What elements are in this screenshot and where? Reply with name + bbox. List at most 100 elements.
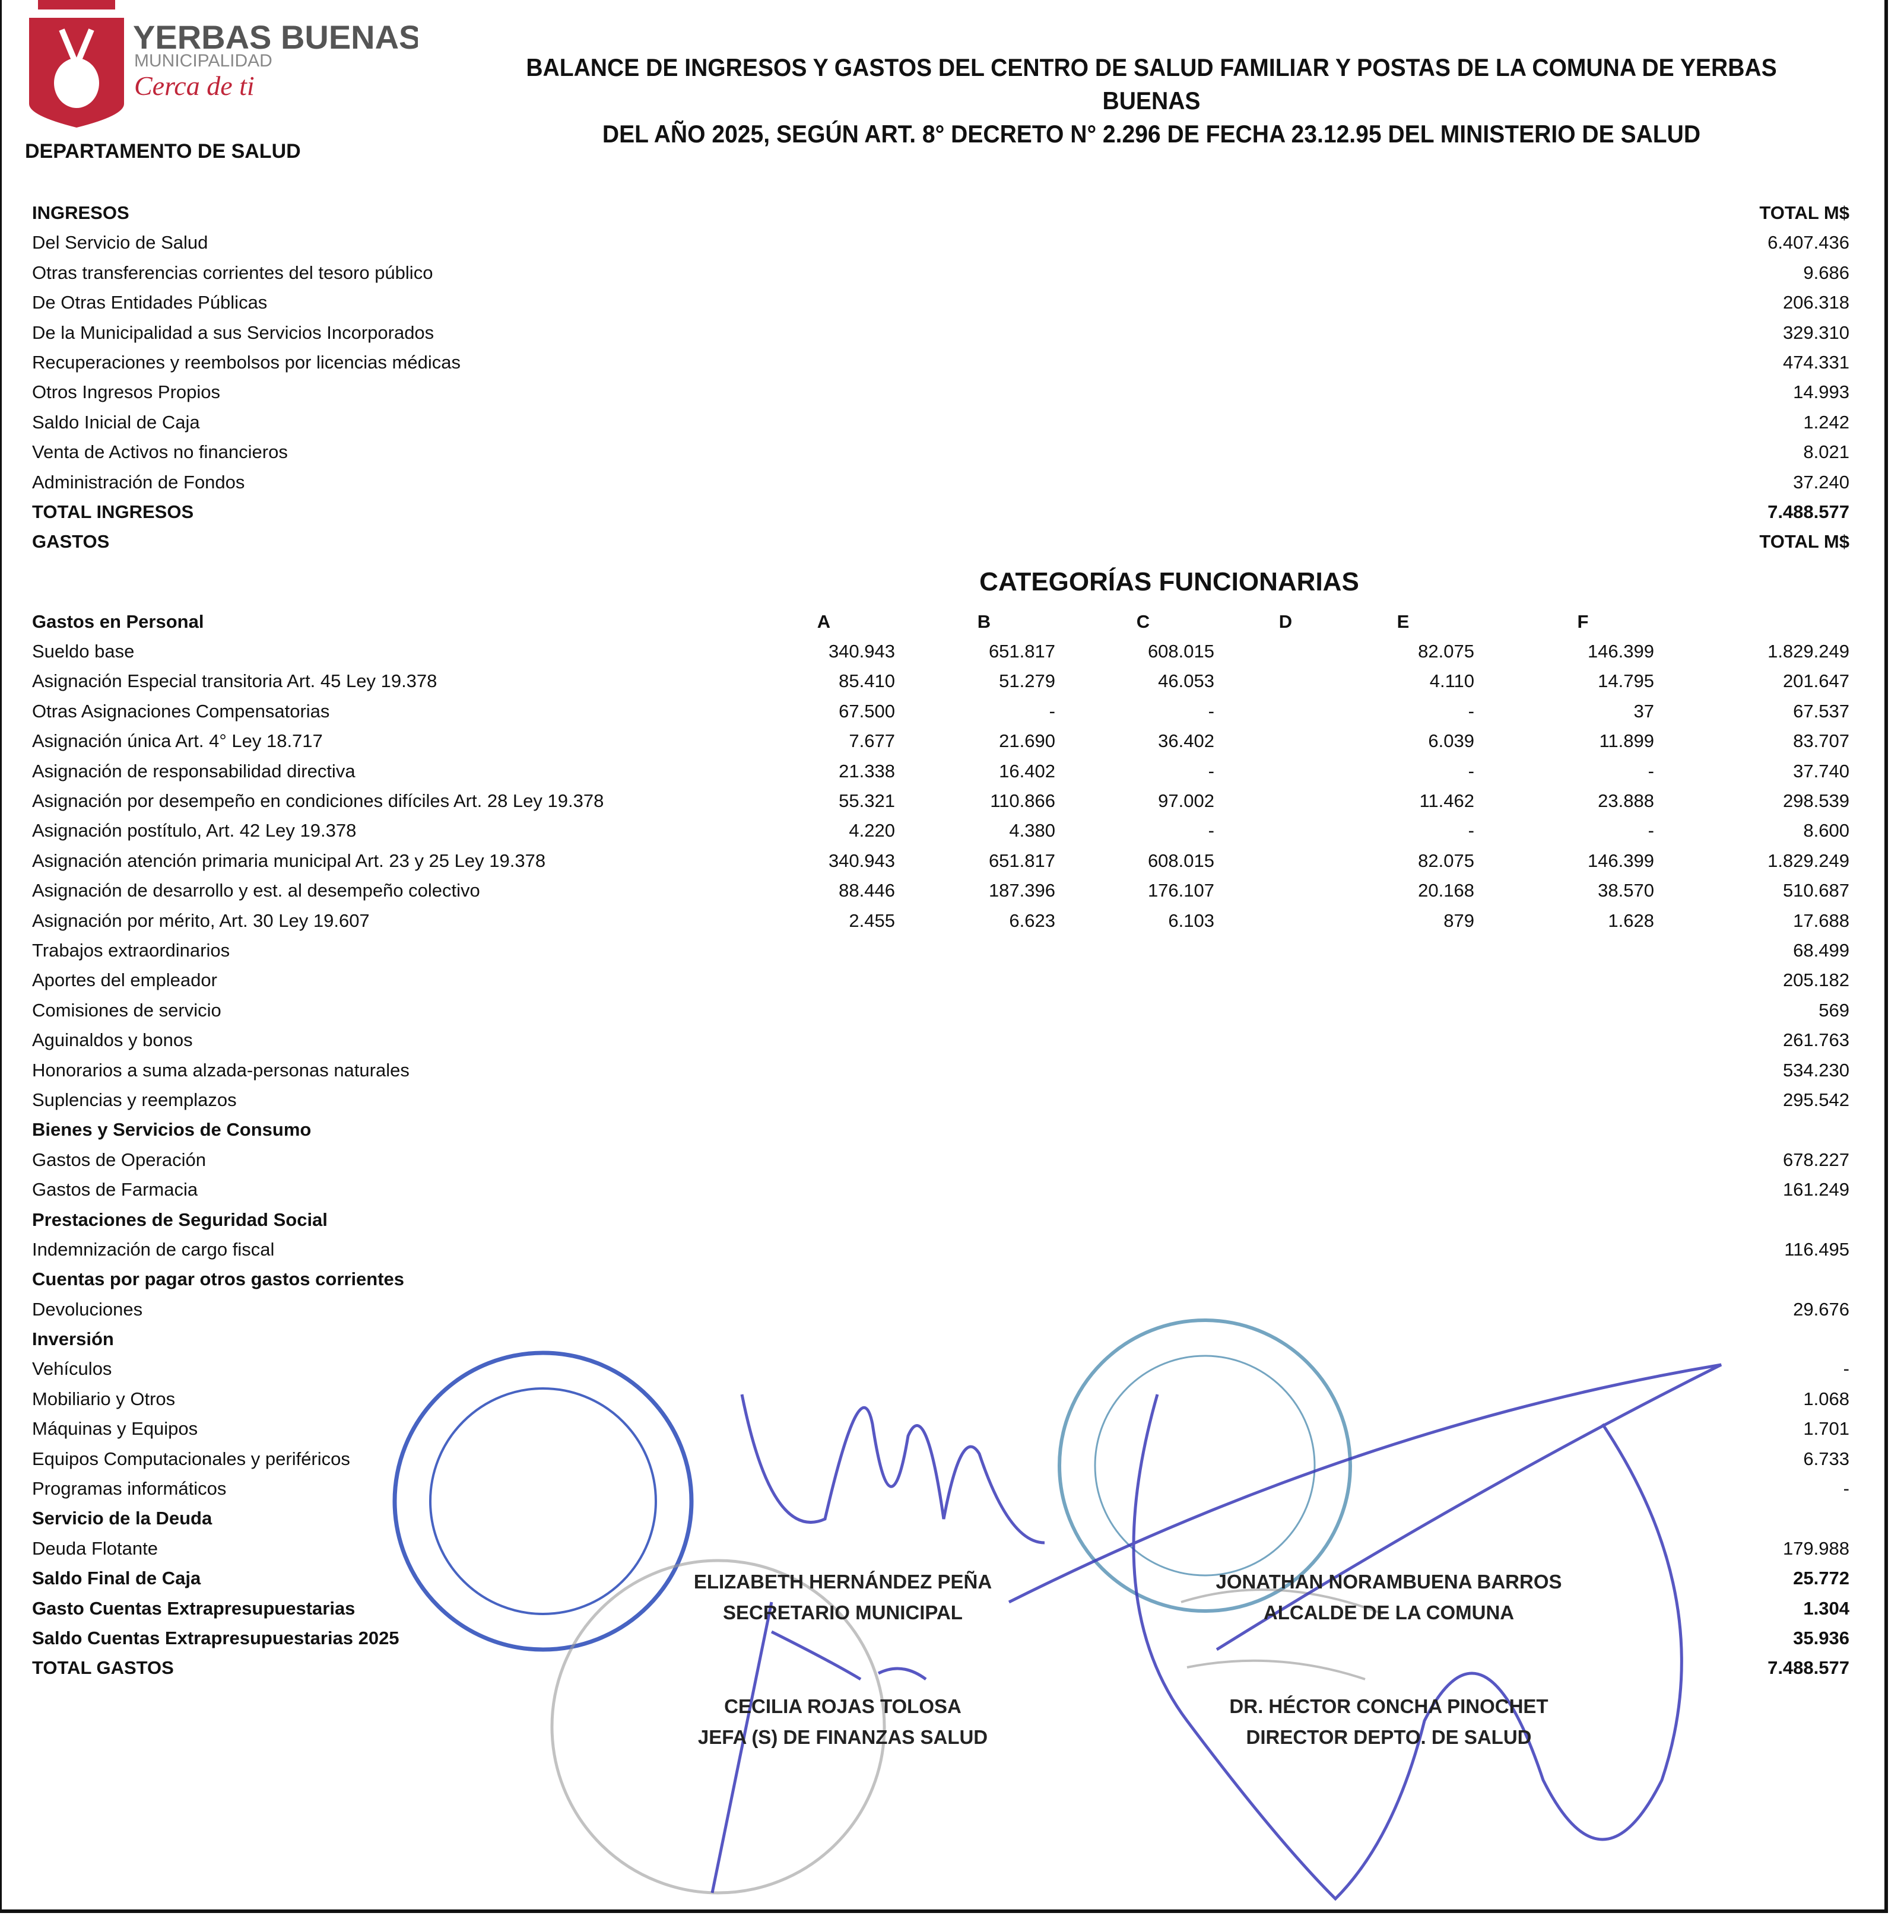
row-total: 569 — [1819, 999, 1849, 1021]
column-header-b: B — [977, 611, 991, 632]
row-total: 37.740 — [1793, 760, 1849, 781]
municipality-logo: YERBAS BUENAS MUNICIPALIDAD Cerca de ti — [29, 0, 418, 128]
cell-f: 1.628 — [1608, 910, 1654, 931]
row-total: 206.318 — [1782, 292, 1849, 313]
row-label: Equipos Computacionales y periféricos — [32, 1448, 350, 1469]
title-line-1: BALANCE DE INGRESOS Y GASTOS DEL CENTRO … — [526, 53, 1777, 115]
row-label: Asignación única Art. 4° Ley 18.717 — [32, 730, 323, 752]
row-total: 534.230 — [1782, 1059, 1849, 1081]
row-total: 68.499 — [1793, 939, 1849, 961]
cell-e: 82.075 — [1418, 850, 1474, 871]
table-row: Aportes del empleador 205.182 — [0, 965, 1904, 995]
row-label: Otros Ingresos Propios — [32, 382, 221, 403]
table-row: Aguinaldos y bonos 261.763 — [0, 1025, 1904, 1055]
subsection-heading: Bienes y Servicios de Consumo — [0, 1115, 1904, 1145]
cell-f: - — [1648, 760, 1654, 781]
cell-c: 36.402 — [1158, 730, 1214, 752]
row-total: 295.542 — [1782, 1089, 1849, 1110]
row-label: Recuperaciones y reembolsos por licencia… — [32, 351, 461, 373]
row-label: Venta de Activos no financieros — [32, 441, 288, 463]
signer-role: DIRECTOR DEPTO. DE SALUD — [1246, 1726, 1532, 1748]
cell-c: - — [1208, 700, 1214, 722]
cell-f: 23.888 — [1598, 790, 1654, 812]
row-total: 8.021 — [1803, 441, 1849, 463]
signer-name: JONATHAN NORAMBUENA BARROS — [1216, 1571, 1562, 1593]
row-total: - — [1843, 1358, 1849, 1380]
table-row: Venta de Activos no financieros 8.021 — [0, 437, 1904, 467]
row-total: 1.701 — [1803, 1418, 1849, 1440]
table-row: Gasto Cuentas Extrapresupuestarias 1.304 — [0, 1594, 1904, 1623]
cell-c: 608.015 — [1147, 641, 1214, 662]
ingresos-header: INGRESOS TOTAL M$ — [0, 198, 1904, 228]
row-total: 6.733 — [1803, 1448, 1849, 1469]
cell-f: 37 — [1633, 700, 1654, 722]
table-row: Saldo Final de Caja 25.772 — [0, 1564, 1904, 1593]
cell-e: 879 — [1443, 910, 1474, 931]
gastos-header: GASTOS TOTAL M$ — [0, 527, 1904, 557]
row-total: 83.707 — [1793, 730, 1849, 752]
row-label: Saldo Inicial de Caja — [32, 411, 200, 433]
svg-text:YERBAS BUENAS: YERBAS BUENAS — [133, 18, 418, 56]
title-line-2: DEL AÑO 2025, SEGÚN ART. 8° DECRETO N° 2… — [602, 120, 1701, 148]
section-heading: Gastos en Personal — [32, 611, 204, 632]
row-total: 9.686 — [1803, 262, 1849, 283]
column-header-c: C — [1136, 611, 1150, 632]
row-label: Deuda Flotante — [32, 1537, 158, 1559]
signer-name: DR. HÉCTOR CONCHA PINOCHET — [1229, 1695, 1548, 1717]
signer-role: ALCALDE DE LA COMUNA — [1263, 1601, 1515, 1623]
table-row: Otras Asignaciones Compensatorias 67.500 -… — [0, 697, 1904, 726]
row-label: Gasto Cuentas Extrapresupuestarias — [32, 1597, 356, 1619]
row-total: 161.249 — [1782, 1179, 1849, 1200]
signature-block-finanzas: CECILIA ROJAS TOLOSA JEFA (S) DE FINANZA… — [629, 1691, 1056, 1753]
svg-text:Cerca de ti: Cerca de ti — [134, 71, 255, 101]
section-heading: GASTOS — [32, 531, 110, 552]
cell-a: 7.677 — [849, 730, 895, 752]
signature-block-secretario: ELIZABETH HERNÁNDEZ PEÑA SECRETARIO MUNI… — [629, 1566, 1056, 1628]
table-row: Asignación de responsabilidad directiva 2… — [0, 757, 1904, 786]
row-total: 329.310 — [1782, 322, 1849, 343]
row-label: Bienes y Servicios de Consumo — [32, 1119, 312, 1140]
cell-c: 6.103 — [1168, 910, 1214, 931]
table-row: Honorarios a suma alzada-personas natura… — [0, 1056, 1904, 1085]
cell-b: 110.866 — [990, 790, 1055, 812]
row-label: Indemnización de cargo fiscal — [32, 1238, 275, 1260]
row-total: 17.688 — [1793, 910, 1849, 931]
cell-e: - — [1468, 820, 1474, 841]
table-row: Indemnización de cargo fiscal 116.495 — [0, 1235, 1904, 1264]
row-label: Asignación atención primaria municipal A… — [32, 850, 546, 871]
table-row: Asignación Especial transitoria Art. 45 … — [0, 666, 1904, 696]
row-label: Devoluciones — [32, 1298, 143, 1320]
row-total: 510.687 — [1782, 880, 1849, 901]
table-row: Devoluciones 29.676 — [0, 1295, 1904, 1324]
table-row: De la Municipalidad a sus Servicios Inco… — [0, 318, 1904, 348]
cell-f: 11.899 — [1599, 730, 1654, 752]
row-total: 8.600 — [1803, 820, 1849, 841]
row-total: 1.304 — [1803, 1597, 1849, 1619]
table-row: Saldo Inicial de Caja 1.242 — [0, 408, 1904, 437]
table-row: Administración de Fondos 37.240 — [0, 468, 1904, 497]
column-header-e: E — [1397, 611, 1410, 632]
cell-a: 4.220 — [849, 820, 895, 841]
row-label: Asignación de desarrollo y est. al desem… — [32, 880, 480, 901]
row-label: Servicio de la Deuda — [32, 1508, 212, 1529]
row-total: 116.495 — [1784, 1238, 1849, 1260]
row-label: Programas informáticos — [32, 1478, 227, 1499]
table-row: Asignación de desarrollo y est. al desem… — [0, 876, 1904, 905]
row-total: 25.772 — [1793, 1568, 1849, 1589]
table-row: Suplencias y reemplazos 295.542 — [0, 1085, 1904, 1115]
cell-b: 6.623 — [1009, 910, 1055, 931]
row-label: Otras transferencias corrientes del teso… — [32, 262, 433, 283]
document-title: BALANCE DE INGRESOS Y GASTOS DEL CENTRO … — [478, 51, 1824, 151]
cell-b: 4.380 — [1009, 820, 1055, 841]
row-total: 6.407.436 — [1767, 232, 1849, 253]
row-total: 7.488.577 — [1767, 1657, 1849, 1679]
table-row: TOTAL GASTOS 7.488.577 — [0, 1653, 1904, 1683]
row-label: Gastos de Farmacia — [32, 1179, 198, 1200]
column-header-f: F — [1577, 611, 1589, 632]
cell-a: 55.321 — [839, 790, 895, 812]
row-label: Sueldo base — [32, 641, 135, 662]
cell-f: 38.570 — [1598, 880, 1654, 901]
row-label: Otras Asignaciones Compensatorias — [32, 700, 330, 722]
signer-name: ELIZABETH HERNÁNDEZ PEÑA — [693, 1571, 992, 1593]
